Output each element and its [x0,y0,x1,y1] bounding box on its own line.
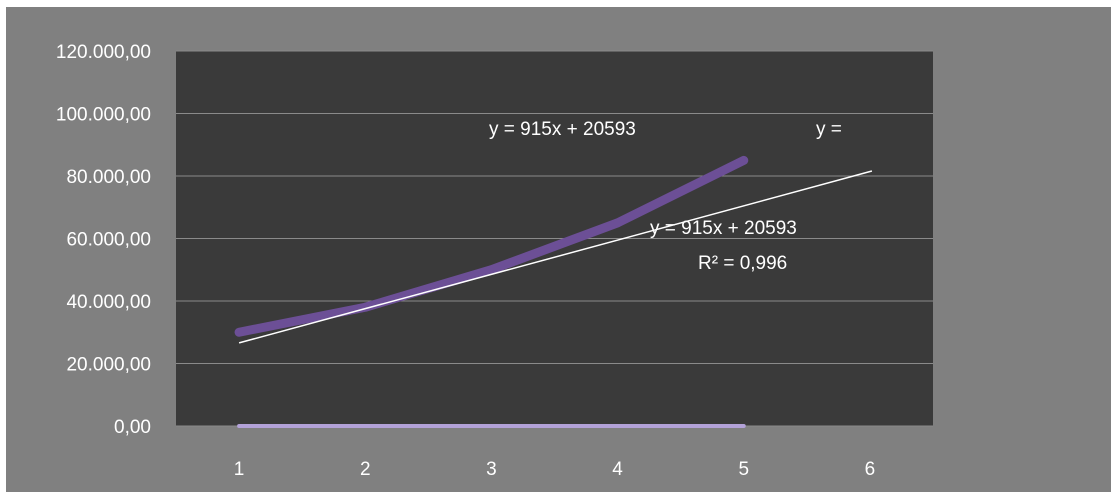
y-tick-label: 80.000,00 [66,167,151,188]
trendline-equation-mid: y = 915x + 20593 [650,218,797,239]
series-group [234,155,749,428]
x-tick-label: 6 [865,459,876,480]
series-line [234,155,749,337]
trendline-equation-right: y = [816,119,842,140]
chart-svg: 1 2 3 4 5 6 0,00 20.000,00 40.000,00 60.000,00 80… [56,42,933,480]
x-tick-label: 3 [486,459,497,480]
y-tick-label: 0,00 [114,417,151,438]
x-tick-label: 5 [738,459,749,480]
y-axis: 0,00 20.000,00 40.000,00 60.000,00 80.000,00… [56,42,151,438]
chart-frame: 1 2 3 4 5 6 0,00 20.000,00 40.000,00 60.000,00 80… [6,7,1111,492]
y-tick-label: 100.000,00 [56,105,151,126]
y-tick-label: 20.000,00 [66,355,151,376]
x-tick-label: 4 [612,459,623,480]
trendline-group [238,170,873,344]
y-tick-label: 40.000,00 [66,292,151,313]
trendline-equation-top: y = 915x + 20593 [489,119,636,140]
trendline [238,170,873,344]
y-tick-label: 120.000,00 [56,42,151,63]
r-squared-label: R² = 0,996 [698,253,787,274]
y-tick-label: 60.000,00 [66,230,151,251]
x-tick-label: 1 [234,459,245,480]
annotations: y = 915x + 20593 y = y = 915x + 20593 R²… [489,119,842,274]
x-tick-label: 2 [360,459,371,480]
x-axis: 1 2 3 4 5 6 [234,459,875,480]
